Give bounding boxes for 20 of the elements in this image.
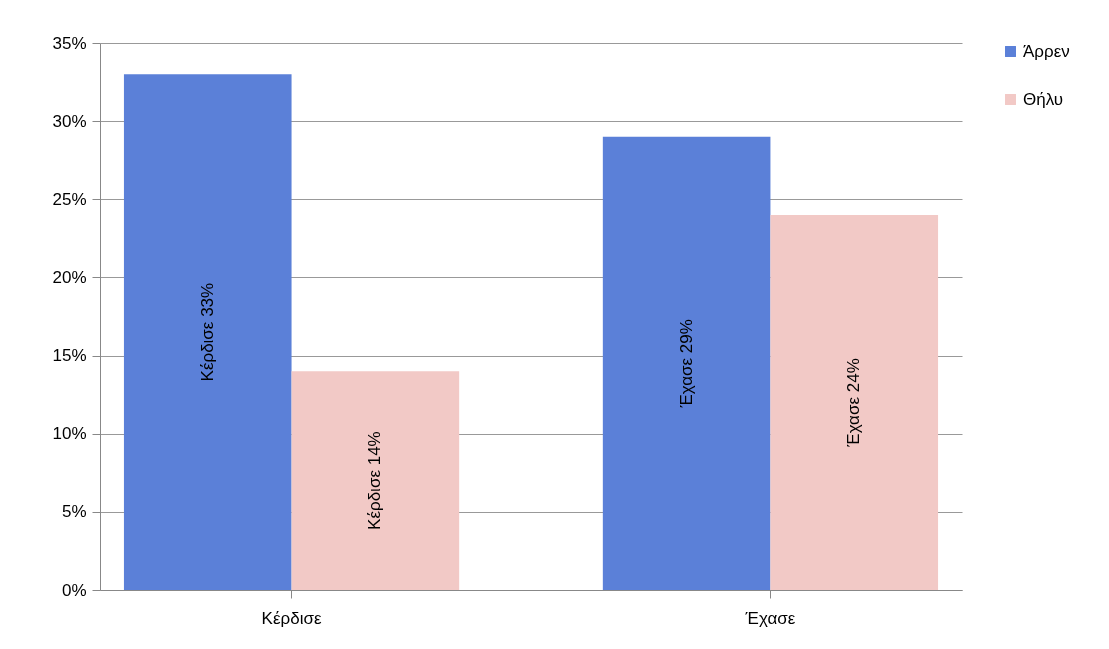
- y-tick-label: 0%: [61, 580, 87, 600]
- x-tick-label: Έχασε: [744, 608, 796, 628]
- bar: [291, 371, 460, 590]
- bar: [123, 74, 292, 590]
- y-tick-label: 10%: [52, 424, 87, 444]
- y-tick-label: 35%: [52, 33, 87, 53]
- y-tick-label: 30%: [52, 111, 87, 131]
- x-tick-label: Κέρδισε: [261, 608, 322, 628]
- data-label: Κέρδισε 33%: [197, 282, 217, 382]
- data-label: Κέρδισε 14%: [365, 431, 385, 530]
- legend-label: Άρρεν: [1023, 41, 1070, 61]
- bar: [770, 214, 939, 590]
- data-label: Έχασε 24%: [844, 358, 864, 448]
- data-label: Έχασε 29%: [676, 319, 696, 409]
- y-tick-label: 20%: [52, 267, 87, 287]
- y-tick-label: 5%: [61, 502, 87, 522]
- y-tick-label: 25%: [52, 189, 87, 209]
- bar: [602, 136, 771, 590]
- legend-label: Θήλυ: [1023, 89, 1064, 109]
- y-tick-label: 15%: [52, 346, 87, 366]
